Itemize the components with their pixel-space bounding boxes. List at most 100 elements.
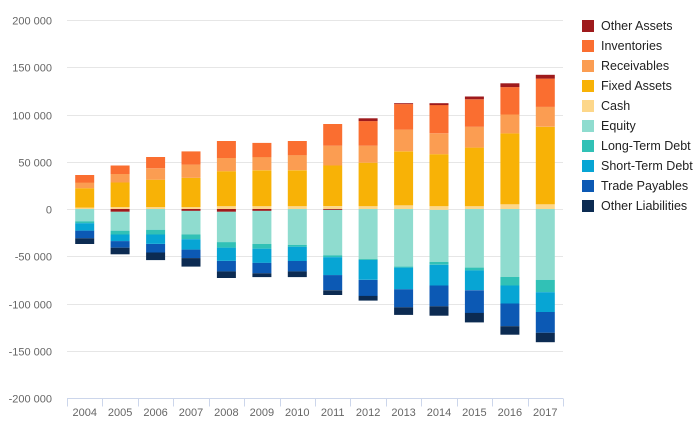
bar-long-term-debt <box>323 255 343 258</box>
bar-inventories <box>181 151 201 165</box>
legend-label: Fixed Assets <box>601 79 672 93</box>
bar-fixed-assets <box>394 151 414 206</box>
bar-inventories <box>429 105 449 134</box>
bar-receivables <box>500 114 520 134</box>
bar-other-assets <box>323 209 343 210</box>
bar-trade-payables <box>323 275 343 291</box>
bar-short-term-debt <box>216 247 236 261</box>
legend-item[interactable]: Trade Payables <box>582 176 693 196</box>
bar-fixed-assets <box>429 154 449 207</box>
bar-other-liabilities <box>358 295 378 301</box>
bar-cash <box>181 207 201 209</box>
legend-swatch <box>582 100 594 112</box>
legend-item[interactable]: Other Assets <box>582 16 693 36</box>
x-tick-label: 2006 <box>143 407 167 419</box>
bar-other-liabilities <box>75 238 95 244</box>
legend-item[interactable]: Short-Term Debt <box>582 156 693 176</box>
bar-fixed-assets <box>500 133 520 205</box>
bar-cash <box>110 207 130 209</box>
bar-trade-payables <box>181 249 201 259</box>
legend-swatch <box>582 20 594 32</box>
bar-trade-payables <box>358 279 378 296</box>
bar-cash <box>252 206 272 209</box>
bar-trade-payables <box>500 303 520 327</box>
bar-other-liabilities <box>429 306 449 316</box>
bar-long-term-debt <box>464 267 484 271</box>
legend-label: Equity <box>601 119 636 133</box>
bar-equity <box>323 209 343 256</box>
bar-other-liabilities <box>500 326 520 335</box>
bar-equity <box>394 209 414 267</box>
bar-inventories <box>75 175 95 183</box>
bar-short-term-debt <box>75 223 95 231</box>
legend-item[interactable]: Inventories <box>582 36 693 56</box>
x-tick-label: 2007 <box>179 407 203 419</box>
bar-trade-payables <box>75 230 95 239</box>
bar-long-term-debt <box>358 259 378 260</box>
bar-other-liabilities <box>146 252 166 261</box>
bar-short-term-debt <box>358 260 378 280</box>
x-tick-label: 2005 <box>108 407 132 419</box>
bar-inventories <box>287 141 307 156</box>
bar-trade-payables <box>464 290 484 313</box>
bar-equity <box>464 209 484 268</box>
x-tick-label: 2014 <box>427 407 451 419</box>
legend-item[interactable]: Receivables <box>582 56 693 76</box>
legend-label: Long-Term Debt <box>601 139 691 153</box>
bar-trade-payables <box>110 241 130 248</box>
bar-other-liabilities <box>216 271 236 278</box>
bar-short-term-debt <box>146 234 166 244</box>
bar-equity <box>535 209 555 280</box>
bar-inventories <box>216 141 236 158</box>
x-tick-label: 2013 <box>391 407 415 419</box>
legend-item[interactable]: Long-Term Debt <box>582 136 693 156</box>
bar-other-liabilities <box>110 247 130 255</box>
bar-cash <box>75 207 95 209</box>
legend-item[interactable]: Other Liabilities <box>582 196 693 216</box>
bar-short-term-debt <box>252 248 272 263</box>
bar-inventories <box>500 87 520 115</box>
y-tick-label: 100 000 <box>12 111 52 123</box>
bar-fixed-assets <box>323 165 343 207</box>
legend-item[interactable]: Fixed Assets <box>582 76 693 96</box>
legend-item[interactable]: Cash <box>582 96 693 116</box>
bar-fixed-assets <box>464 147 484 207</box>
bar-inventories <box>146 157 166 169</box>
bar-inventories <box>394 104 414 130</box>
bar-fixed-assets <box>146 179 166 208</box>
bar-equity <box>358 209 378 260</box>
bar-trade-payables <box>216 261 236 272</box>
bar-short-term-debt <box>323 257 343 276</box>
bar-long-term-debt <box>75 221 95 224</box>
bar-cash <box>146 207 166 209</box>
x-tick-label: 2010 <box>285 407 309 419</box>
bar-equity <box>216 211 236 242</box>
legend-label: Trade Payables <box>601 179 689 193</box>
y-tick-label: 0 <box>46 205 52 217</box>
bar-receivables <box>181 164 201 178</box>
legend-label: Short-Term Debt <box>601 159 693 173</box>
bar-receivables <box>535 106 555 127</box>
bar-cash <box>429 209 449 210</box>
bar-receivables <box>358 145 378 163</box>
bar-equity <box>181 210 201 235</box>
bar-inventories <box>535 78 555 107</box>
bar-inventories <box>110 165 130 174</box>
legend-item[interactable]: Equity <box>582 116 693 136</box>
bar-equity <box>500 209 520 277</box>
bar-fixed-assets <box>535 126 555 205</box>
bar-long-term-debt <box>500 277 520 286</box>
bar-cash <box>216 206 236 209</box>
bar-long-term-debt <box>287 244 307 247</box>
bar-receivables <box>323 145 343 166</box>
bar-short-term-debt <box>110 234 130 242</box>
bar-other-liabilities <box>535 332 555 343</box>
bar-cash <box>500 204 520 209</box>
legend-label: Cash <box>601 99 631 113</box>
bar-other-assets <box>429 103 449 106</box>
bar-equity <box>110 211 130 231</box>
bar-receivables <box>252 157 272 171</box>
bar-equity <box>429 209 449 262</box>
